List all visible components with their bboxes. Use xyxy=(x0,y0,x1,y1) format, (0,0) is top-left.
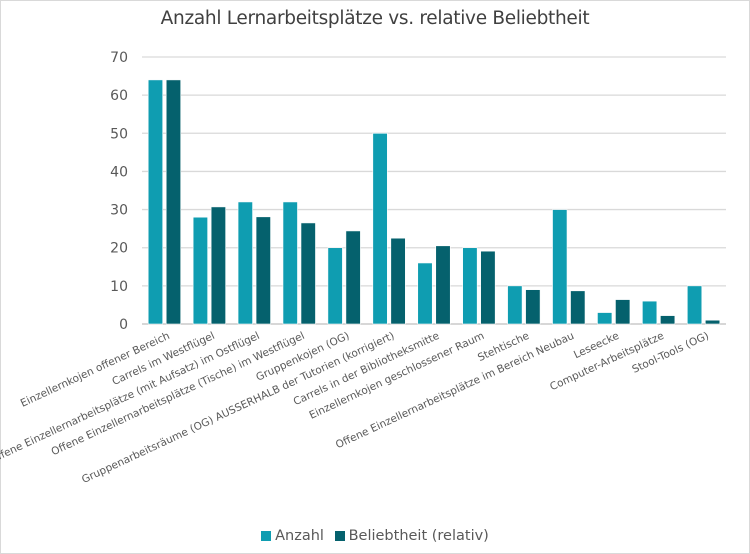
bar-beliebtheit xyxy=(660,315,676,325)
bar-beliebtheit xyxy=(525,289,541,325)
bar-anzahl xyxy=(372,132,388,325)
gridlines xyxy=(142,56,726,325)
bar-anzahl xyxy=(462,247,478,325)
y-axis-ticks: 0 10 20 30 40 50 60 70 xyxy=(110,50,128,333)
bar-anzahl xyxy=(237,201,253,325)
bar-beliebtheit xyxy=(435,245,451,325)
bar-anzahl xyxy=(282,201,298,325)
bar-beliebtheit xyxy=(704,319,721,325)
x-tick-label: Stool-Tools (OG) xyxy=(630,330,710,376)
legend-swatch-beliebtheit xyxy=(334,531,345,541)
legend-item-anzahl: Anzahl xyxy=(261,528,324,544)
y-tick-label: 10 xyxy=(110,279,128,295)
bar-anzahl xyxy=(552,209,568,325)
bar-beliebtheit xyxy=(390,237,406,325)
y-tick-label: 40 xyxy=(110,164,128,180)
bar-anzahl xyxy=(417,262,433,325)
y-tick-label: 20 xyxy=(110,241,128,257)
bar-anzahl xyxy=(507,285,523,325)
legend-label-beliebtheit: Beliebtheit (relativ) xyxy=(348,528,489,544)
y-tick-label: 70 xyxy=(110,50,128,66)
bar-beliebtheit xyxy=(570,290,586,325)
y-tick-label: 0 xyxy=(119,317,128,333)
bar-beliebtheit xyxy=(255,216,271,325)
bar-beliebtheit xyxy=(165,79,182,325)
bar-beliebtheit xyxy=(615,299,631,325)
bar-anzahl xyxy=(147,79,164,325)
legend-swatch-anzahl xyxy=(261,531,272,541)
y-tick-label: 50 xyxy=(110,126,128,142)
bar-beliebtheit xyxy=(210,206,226,325)
bar-anzahl xyxy=(327,247,343,325)
bar-anzahl xyxy=(192,216,208,325)
legend-item-beliebtheit: Beliebtheit (relativ) xyxy=(334,528,489,544)
bars xyxy=(147,79,721,325)
chart-title: Anzahl Lernarbeitsplätze vs. relative Be… xyxy=(160,8,590,29)
bar-beliebtheit xyxy=(300,222,316,325)
bar-anzahl xyxy=(642,300,658,325)
legend: Anzahl Beliebtheit (relativ) xyxy=(0,528,750,545)
y-tick-label: 60 xyxy=(110,88,128,104)
legend-label-anzahl: Anzahl xyxy=(275,528,324,544)
bar-anzahl xyxy=(597,312,613,325)
bar-beliebtheit xyxy=(480,250,496,325)
y-tick-label: 30 xyxy=(110,203,128,219)
bar-anzahl xyxy=(686,285,703,325)
bar-beliebtheit xyxy=(345,230,361,325)
